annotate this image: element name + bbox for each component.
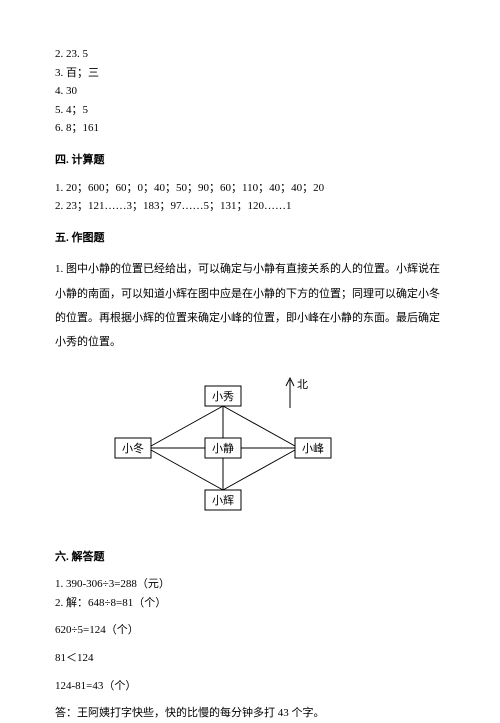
section-6-header: 六. 解答题: [55, 549, 445, 567]
section-5-header: 五. 作图题: [55, 230, 445, 248]
sec6-line5: 124-81=43（个）: [55, 678, 445, 696]
sec6-line2: 2. 解：648÷8=81（个）: [55, 595, 445, 613]
node-xiaodong: 小冬: [122, 441, 144, 455]
node-xiaohui: 小辉: [212, 494, 234, 507]
sec6-answer: 答：王阿姨打字快些，快的比慢的每分钟多打 43 个字。: [55, 705, 445, 723]
sec6-line4: 81＜124: [55, 650, 445, 668]
node-xiaofeng: 小峰: [302, 442, 324, 455]
sec4-line2: 2. 23；121……3；183；97……5；131；120……1: [55, 198, 445, 216]
sec4-line1: 1. 20；600；60；0；40；50；90；60；110；40；40；20: [55, 180, 445, 198]
node-xiaoxiu: 小秀: [212, 390, 234, 403]
top-answer-2: 2. 23. 5: [55, 46, 445, 64]
sec6-line3: 620÷5=124（个）: [55, 622, 445, 640]
sec5-paragraph: 1. 图中小静的位置已经给出，可以确定与小静有直接关系的人的位置。小辉说在小静的…: [55, 257, 445, 354]
top-answer-5: 5. 4；5: [55, 102, 445, 120]
relationship-diagram: 北 小秀 小冬 小静 小峰 小辉: [85, 368, 445, 535]
top-answer-6: 6. 8；161: [55, 120, 445, 138]
top-answer-3: 3. 百；三: [55, 65, 445, 83]
north-label: 北: [297, 378, 308, 391]
sec6-line1: 1. 390-306÷3=288（元）: [55, 576, 445, 594]
node-xiaojing: 小静: [212, 441, 234, 455]
top-answer-4: 4. 30: [55, 83, 445, 101]
section-4-header: 四. 计算题: [55, 152, 445, 170]
